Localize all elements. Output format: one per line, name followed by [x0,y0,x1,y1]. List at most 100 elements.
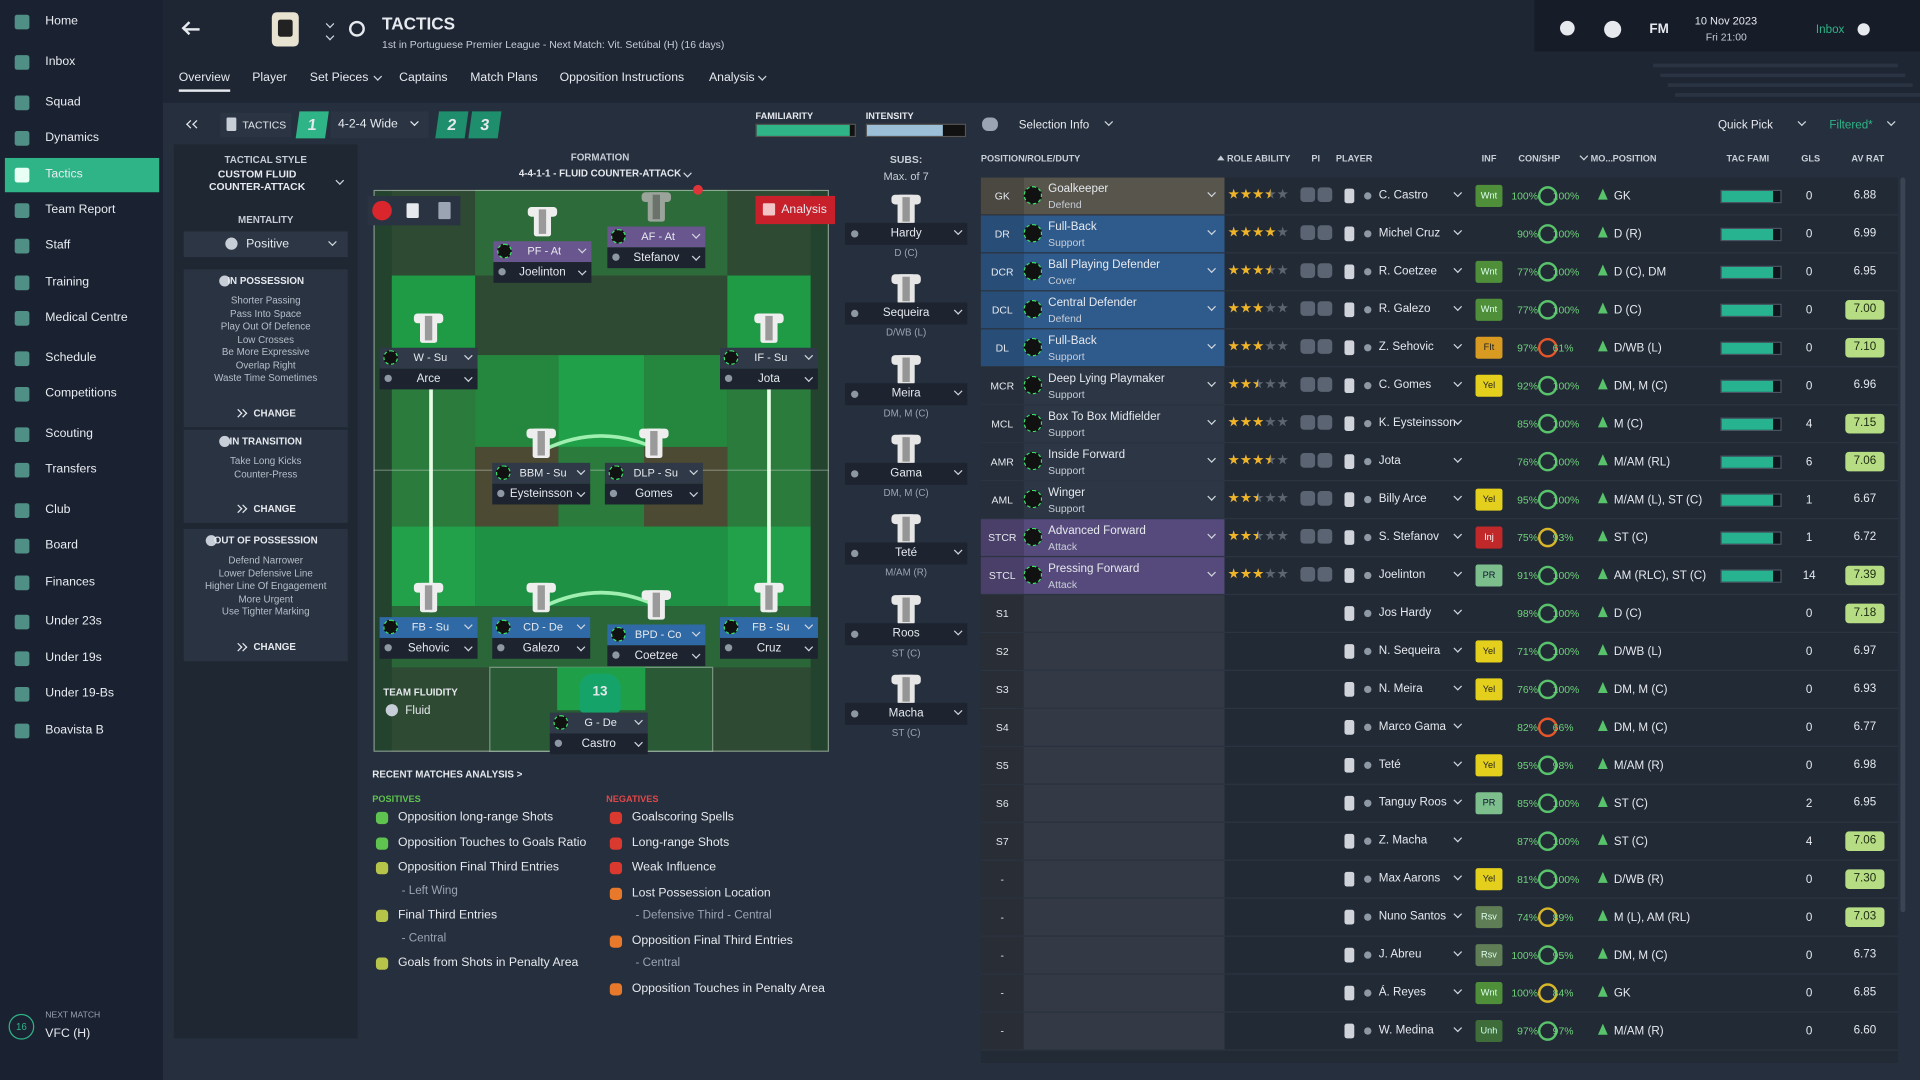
search-button[interactable] [348,20,365,37]
nav-item[interactable]: Under 19-Bs [5,677,159,711]
nav-item[interactable]: Tactics [4,157,160,193]
player-slot[interactable]: DLP - Su Gomes [604,462,703,505]
sub-slot[interactable]: Teté [844,542,968,565]
next-match[interactable]: 16 NEXT MATCH VFC (H) [5,1007,159,1056]
formation-name[interactable]: 4-4-1-1 - FLUID COUNTER-ATTACK [518,167,682,179]
nav-item[interactable]: Dynamics [5,121,159,155]
player-slot[interactable]: BBM - Su Eysteinsson [492,462,591,505]
tab[interactable]: Player [252,71,287,85]
nav-item[interactable]: Transfers [5,453,159,487]
table-row[interactable]: DL Full-Back Support Z. Sehovic FIt 97% 61% D/W… [980,329,1898,368]
nav-item[interactable]: Board [5,529,159,563]
table-row[interactable]: - W. Medina Unh 97% 97% M/AM (R) 0 6.60 [980,1012,1898,1051]
tab[interactable]: Captains [399,71,448,85]
nav-item[interactable]: Scouting [5,418,159,452]
tab[interactable]: Set Pieces [310,71,383,89]
tactic-dropdown[interactable]: 4-2-4 Wide [330,111,429,139]
table-row[interactable]: MCL Box To Box Midfielder Support K. Eystei… [980,405,1898,444]
column-header[interactable]: AV RAT [1851,153,1885,165]
nav-item[interactable]: Squad [5,86,159,120]
filter[interactable]: Filtered* [1829,115,1902,135]
tab[interactable]: Match Plans [470,71,538,85]
table-row[interactable]: STCL Pressing Forward Attack Joelinton PR 91%… [980,557,1898,596]
nav-item[interactable]: Schedule [5,342,159,376]
table-row[interactable]: GK Goalkeeper Defend C. Castro Wnt 100% 100% GK… [980,177,1898,216]
column-header[interactable]: GLS [1801,153,1821,165]
tactical-style[interactable]: CUSTOM FLUID COUNTER-ATTACK [209,167,306,192]
shirt-sleeve [526,428,556,439]
table-row[interactable]: - Á. Reyes Wnt 100% 84% GK 0 6.85 [980,974,1898,1013]
player-slot[interactable]: CD - De Galezo [492,617,591,659]
tactic-slot[interactable]: 1 [295,111,329,139]
column-header[interactable]: PI [1311,153,1321,165]
table-row[interactable]: S1 Jos Hardy 98% 100% D (C) 0 7.18 [980,595,1898,634]
change-button[interactable]: CHANGE [233,640,306,655]
player-slot[interactable]: PF - At Joelinton [493,241,592,283]
analysis-button[interactable]: Analysis [755,195,836,225]
table-row[interactable]: S5 Teté Yel 95% 98% M/AM (R) 0 6.98 [980,746,1898,785]
table-row[interactable]: - Nuno Santos Rsv 74% 89% M (L), AM (RL) 0 7.03 [980,898,1898,937]
player-slot[interactable]: FB - Su Cruz [720,617,818,659]
change-button[interactable]: CHANGE [233,406,306,421]
tactic-slot[interactable]: 3 [468,111,502,139]
nav-item[interactable]: Finances [5,566,159,600]
table-row[interactable]: S3 N. Meira Yel 76% 100% DM, M (C) 0 6.93 [980,671,1898,709]
tab[interactable]: Analysis [709,71,767,89]
nav-item[interactable]: Staff [5,229,159,263]
back-button[interactable] [181,21,201,38]
nav-item[interactable]: Home [5,5,159,39]
player-slot[interactable]: AF - At Stefanov [607,226,706,269]
tab[interactable]: Overview [178,71,230,92]
table-row[interactable]: AML Winger Support Billy Arce Yel 95% 100% M/AM… [980,481,1898,520]
mentality-dropdown[interactable]: Positive [183,231,348,258]
sub-slot[interactable]: Sequeira [844,302,968,325]
column-header[interactable]: ROLE ABILITY [1226,153,1291,165]
quick-pick[interactable]: Quick Pick [1718,115,1810,135]
player-slot[interactable]: IF - Su Jota [720,347,818,390]
nav-item[interactable]: Under 19s [5,642,159,676]
selection-info[interactable]: Selection Info [982,115,1117,135]
column-header[interactable]: POSITION/ROLE/DUTY [980,153,1081,165]
nav-item[interactable]: Training [5,266,159,300]
nav-item[interactable]: Competitions [5,377,159,411]
nav-item[interactable]: Inbox [5,45,159,79]
column-header[interactable]: CON/SHP [1518,153,1561,165]
analysis-title[interactable]: RECENT MATCHES ANALYSIS > [372,768,523,781]
table-row[interactable]: DCL Central Defender Defend R. Galezo Wnt 77%… [980,291,1898,330]
table-row[interactable]: MCR Deep Lying Playmaker Support C. Gomes Ye… [980,367,1898,406]
player-slot[interactable]: G - De Castro [549,712,648,755]
tab[interactable]: Opposition Instructions [559,71,685,85]
sub-slot[interactable]: Meira [844,382,968,405]
nav-item[interactable]: Medical Centre [5,301,159,335]
inbox-button[interactable]: Inbox [1815,23,1845,37]
table-row[interactable]: S2 N. Sequeira Yel 71% 100% D/WB (L) 0 6.97 [980,633,1898,672]
column-header[interactable]: PLAYER [1335,153,1373,165]
table-row[interactable]: S7 Z. Macha 87% 100% ST (C) 4 7.06 [980,822,1898,861]
sub-slot[interactable]: Hardy [844,222,968,245]
nav-item[interactable]: Team Report [5,193,159,227]
icon [1317,187,1333,203]
table-row[interactable]: DCR Ball Playing Defender Cover R. Coetzee W… [980,253,1898,292]
player-slot[interactable]: W - Su Arce [379,347,478,390]
nav-item[interactable]: Boavista B [5,714,159,748]
sub-slot[interactable]: Gama [844,462,968,485]
tactic-slot[interactable]: 2 [435,111,469,139]
table-row[interactable]: - Max Aarons Yel 81% 100% D/WB (R) 0 7.30 [980,860,1898,899]
table-row[interactable]: - J. Abreu Rsv 100% 95% DM, M (C) 0 6.73 [980,936,1898,975]
table-row[interactable]: AMR Inside Forward Support Jota 76% 100% M/AM … [980,443,1898,482]
column-header[interactable]: INF [1481,153,1497,165]
sub-slot[interactable]: Macha [844,702,968,725]
nav-item[interactable]: Under 23s [5,605,159,639]
player-slot[interactable]: BPD - Co Coetzee [607,624,706,667]
nav-item[interactable]: Club [5,493,159,527]
table-row[interactable]: S4 Marco Gama 82% 66% DM, M (C) 0 6.77 [980,708,1898,747]
column-header[interactable]: POSITION [1612,153,1657,165]
table-row[interactable]: STCR Advanced Forward Attack S. Stefanov Inj… [980,519,1898,558]
table-row[interactable]: S6 Tanguy Roos PR 85% 100% ST (C) 2 6.95 [980,784,1898,823]
player-slot[interactable]: FB - Su Sehovic [379,617,478,659]
sub-slot[interactable]: Roos [844,622,968,645]
column-header[interactable]: TAC FAMI [1726,153,1770,165]
table-row[interactable]: DR Full-Back Support Michel Cruz 90% 100% D (R… [980,215,1898,254]
change-button[interactable]: CHANGE [233,502,306,517]
column-header[interactable]: MO... [1590,153,1614,165]
